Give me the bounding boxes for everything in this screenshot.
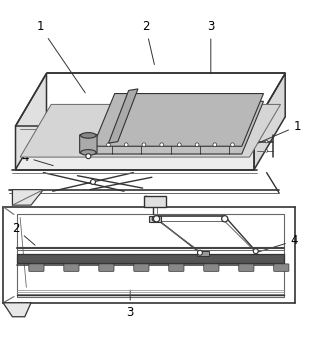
Circle shape — [160, 143, 163, 146]
Polygon shape — [20, 104, 281, 157]
FancyBboxPatch shape — [64, 264, 79, 271]
Text: 4: 4 — [257, 234, 298, 252]
Text: 2: 2 — [12, 222, 35, 245]
Text: 1: 1 — [257, 120, 301, 144]
FancyBboxPatch shape — [204, 264, 219, 271]
Circle shape — [195, 143, 199, 146]
FancyBboxPatch shape — [99, 264, 114, 271]
Circle shape — [107, 143, 110, 146]
Circle shape — [213, 143, 217, 146]
Bar — [197, 251, 209, 256]
Polygon shape — [93, 94, 264, 146]
Text: 3: 3 — [207, 20, 215, 74]
Circle shape — [86, 154, 91, 159]
Circle shape — [265, 140, 268, 143]
FancyBboxPatch shape — [80, 135, 97, 153]
Polygon shape — [254, 74, 285, 170]
Text: 4: 4 — [21, 151, 53, 166]
Ellipse shape — [81, 133, 96, 138]
Circle shape — [253, 249, 258, 254]
Ellipse shape — [81, 149, 96, 155]
Polygon shape — [12, 190, 43, 205]
Text: 3: 3 — [126, 290, 134, 319]
Circle shape — [178, 143, 181, 146]
FancyBboxPatch shape — [239, 264, 254, 271]
FancyBboxPatch shape — [274, 264, 289, 271]
Circle shape — [222, 216, 228, 222]
Polygon shape — [17, 254, 284, 263]
Circle shape — [124, 143, 128, 146]
Circle shape — [265, 149, 268, 152]
FancyBboxPatch shape — [134, 264, 149, 271]
Polygon shape — [3, 303, 31, 317]
Polygon shape — [16, 74, 46, 170]
Polygon shape — [93, 101, 264, 154]
FancyBboxPatch shape — [169, 264, 184, 271]
Circle shape — [91, 179, 95, 184]
Circle shape — [231, 143, 234, 146]
Text: 1: 1 — [37, 20, 85, 93]
Text: 2: 2 — [142, 20, 154, 64]
Polygon shape — [108, 89, 138, 143]
Bar — [149, 216, 161, 222]
Circle shape — [142, 143, 146, 146]
Circle shape — [152, 216, 158, 222]
Circle shape — [153, 216, 160, 222]
Bar — [144, 196, 166, 207]
FancyBboxPatch shape — [29, 264, 44, 271]
Circle shape — [197, 250, 202, 255]
Polygon shape — [16, 126, 254, 170]
